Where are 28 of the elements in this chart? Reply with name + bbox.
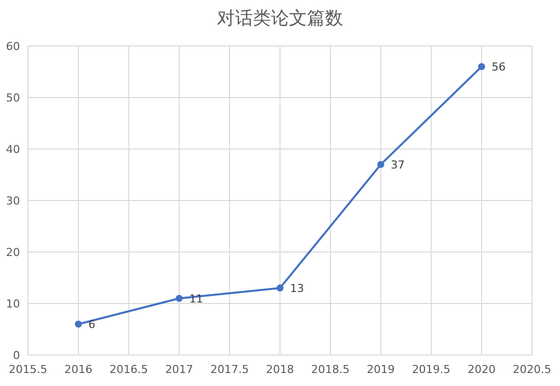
x-tick-label: 2017.5 (210, 363, 249, 376)
point (276, 284, 284, 292)
point (478, 63, 486, 70)
y-tick-label: 30 (6, 194, 20, 208)
x-tick-label: 2017 (165, 363, 194, 376)
y-tick-label: 20 (6, 246, 20, 259)
data-label: 37 (390, 158, 405, 172)
y-tick-label: 50 (6, 92, 20, 104)
point (176, 294, 183, 302)
x-tick-label: 2019.5 (412, 363, 450, 376)
point (377, 160, 384, 168)
x-tick-label: 2019 (366, 363, 395, 376)
point (74, 320, 82, 328)
data-label: 56 (492, 60, 506, 74)
chart-title: 对话类论文篇数 (217, 8, 343, 29)
y-tick-label: 60 (6, 40, 20, 53)
y-tick-label: 40 (6, 143, 20, 156)
y-tick-label: 0 (13, 349, 20, 362)
x-tick-label: 2015.5 (8, 363, 48, 376)
data-label: 6 (88, 318, 96, 332)
data-label: 13 (290, 282, 304, 296)
y-tick-label: 10 (6, 298, 20, 310)
x-tick-label: 2018.5 (311, 363, 350, 376)
x-tick-label: 2020.5 (512, 363, 552, 376)
x-tick-label: 2016.5 (110, 363, 148, 376)
x-tick-label: 2016 (64, 363, 92, 376)
x-tick-label: 2020 (468, 363, 496, 376)
x-tick-label: 2018 (266, 363, 294, 376)
